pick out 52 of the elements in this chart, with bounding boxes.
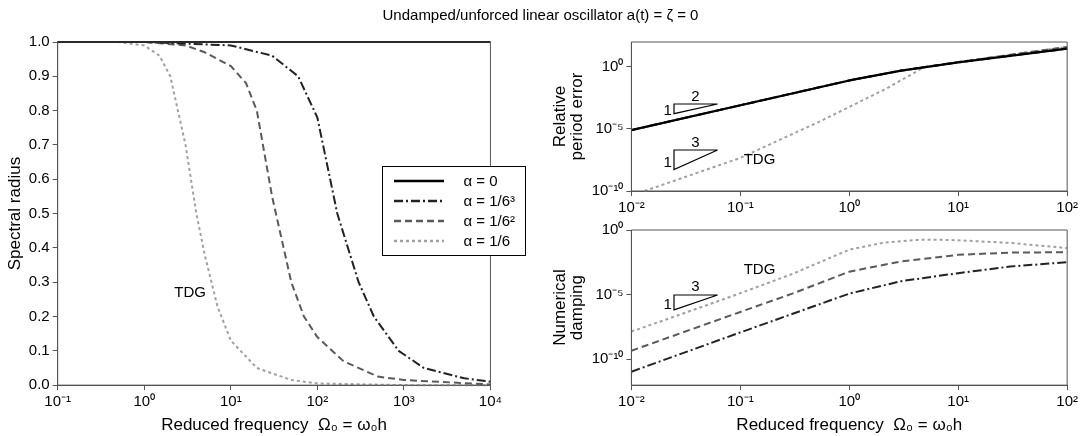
y-tick-label: 1.0 <box>28 32 50 50</box>
x-tick-label: 10² <box>306 392 329 410</box>
annotation: 1 <box>663 294 672 312</box>
y-tick-label: 0.2 <box>28 306 50 324</box>
x-tick-label: 10⁰ <box>133 392 156 410</box>
y-tick-label: 10⁻⁵ <box>595 119 624 137</box>
y-axis-title: Relative period error <box>549 72 587 161</box>
x-tick-label: 10² <box>1056 198 1078 216</box>
y-tick-label: 0.5 <box>28 203 50 221</box>
y-tick-label: 0.9 <box>28 66 50 84</box>
y-tick-label: 0.0 <box>28 375 50 393</box>
annotation: 1 <box>663 100 672 118</box>
y-tick-label: 10⁻⁵ <box>595 284 624 302</box>
x-tick-label: 10⁻¹ <box>726 198 754 216</box>
x-axis-title: Reduced frequency Ω₀ = ω₀h <box>161 414 387 434</box>
x-tick-label: 10⁻² <box>618 198 645 216</box>
x-tick-label: 10⁻¹ <box>726 392 754 410</box>
text: Undamped/unforced linear oscillator a(t) = ζ = 0 <box>381 6 700 23</box>
x-tick-label: 10⁻² <box>618 392 645 410</box>
annotation: 2 <box>691 86 700 104</box>
x-tick-label: 10² <box>1056 392 1078 410</box>
y-tick-label: 10⁰ <box>601 56 624 74</box>
y-tick-label: 10⁰ <box>601 220 624 238</box>
x-tick-label: 10¹ <box>947 392 970 410</box>
annotation: TDG <box>174 282 206 300</box>
annotation: 3 <box>691 276 700 294</box>
annotation: 1 <box>663 152 672 170</box>
legend-label: α = 0 <box>463 172 498 190</box>
y-tick-label: 10⁻¹⁰ <box>591 181 624 199</box>
y-tick-label: 0.6 <box>28 169 50 187</box>
x-tick-label: 10¹ <box>219 392 242 410</box>
y-tick-label: 10⁻¹⁰ <box>591 349 624 367</box>
x-axis-title: Reduced frequency Ω₀ = ω₀h <box>736 414 963 434</box>
x-tick-label: 10⁰ <box>838 392 861 410</box>
annotation: 3 <box>691 132 700 150</box>
x-tick-label: 10⁻¹ <box>44 392 72 410</box>
legend-label: α = 1/6 <box>463 232 511 250</box>
y-axis-title: Numerical damping <box>549 269 587 346</box>
legend-label: α = 1/6² <box>463 212 516 230</box>
y-axis-title: Spectral radius <box>4 156 24 271</box>
y-tick-label: 0.3 <box>28 272 50 290</box>
y-tick-label: 0.8 <box>28 100 50 118</box>
legend-label: α = 1/6³ <box>463 192 516 210</box>
y-tick-label: 0.1 <box>28 340 50 358</box>
y-tick-label: 0.7 <box>28 135 50 153</box>
x-tick-label: 10³ <box>393 392 415 410</box>
annotation: TDG <box>743 149 776 167</box>
x-tick-label: 10¹ <box>947 198 970 216</box>
annotation: TDG <box>743 259 776 277</box>
y-tick-label: 0.4 <box>28 238 50 256</box>
x-tick-label: 10⁰ <box>838 198 861 216</box>
x-tick-label: 10⁴ <box>478 392 503 410</box>
